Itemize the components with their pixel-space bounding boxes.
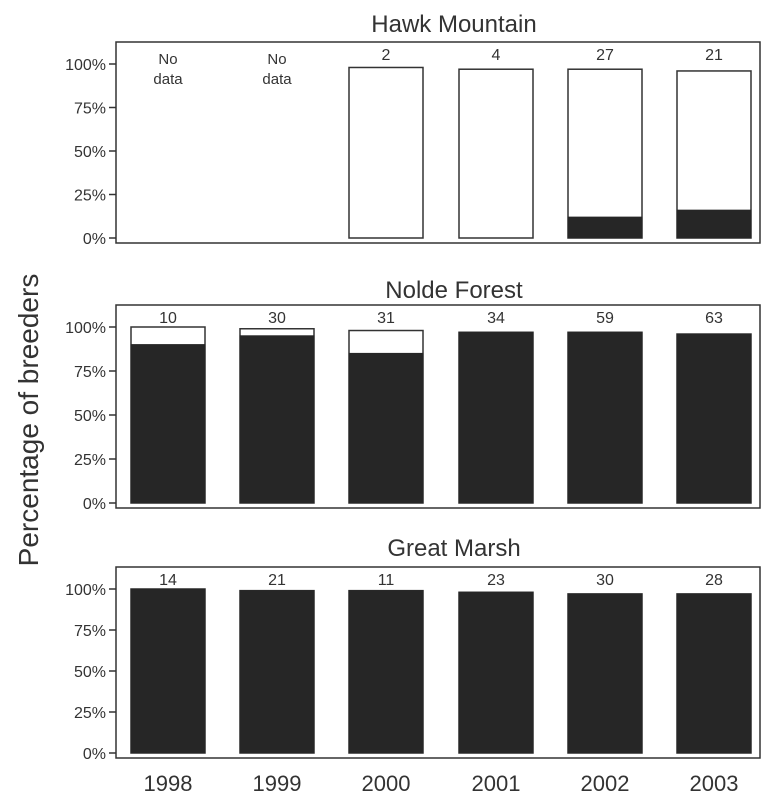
y-tick-label-hawk-mountain-1: 25% (74, 188, 106, 205)
bar-label-nolde-forest-2002: 59 (596, 310, 614, 327)
y-axis-label: Percentage of breeders (13, 274, 44, 567)
bar-label-great-marsh-2000: 11 (378, 572, 395, 589)
bar-dark-hawk-mountain-2003 (676, 209, 752, 239)
y-axis-label-container: Percentage of breeders (6, 0, 56, 802)
y-tick-label-nolde-forest-3: 75% (74, 364, 106, 381)
x-tick-label-1999: 1999 (253, 771, 302, 796)
panel-title-great-marsh: Great Marsh (387, 535, 520, 562)
bar-dark-great-marsh-2003 (676, 593, 752, 754)
y-tick-label-hawk-mountain-3: 75% (74, 101, 106, 118)
bar-label-hawk-mountain-1998-line2: data (153, 71, 183, 88)
bar-dark-nolde-forest-2000 (348, 352, 424, 504)
y-tick-label-nolde-forest-0: 0% (83, 496, 106, 513)
bar-label-great-marsh-1998: 14 (159, 572, 177, 589)
bar-dark-nolde-forest-2002 (567, 331, 643, 504)
y-tick-label-hawk-mountain-2: 50% (74, 144, 106, 161)
bar-total-hawk-mountain-2001 (458, 68, 534, 239)
bar-label-nolde-forest-2000: 31 (377, 310, 395, 327)
bar-total-hawk-mountain-2002 (567, 68, 643, 239)
bar-label-hawk-mountain-2000: 2 (382, 47, 391, 64)
bar-label-hawk-mountain-1999-line1: No (267, 51, 286, 68)
y-tick-label-great-marsh-1: 25% (74, 705, 106, 722)
y-tick-label-nolde-forest-2: 50% (74, 408, 106, 425)
bar-dark-nolde-forest-1999 (239, 335, 315, 504)
bar-label-nolde-forest-2001: 34 (487, 310, 505, 327)
bar-label-hawk-mountain-2002: 27 (596, 47, 614, 64)
bar-dark-hawk-mountain-2002 (567, 216, 643, 239)
bar-dark-great-marsh-2002 (567, 593, 643, 754)
y-tick-label-nolde-forest-4: 100% (65, 320, 106, 337)
bar-dark-great-marsh-2000 (348, 590, 424, 754)
bar-dark-great-marsh-1998 (130, 588, 206, 754)
y-axis-label-svg: Percentage of breeders (13, 274, 44, 567)
panel-frame-great-marsh (115, 566, 761, 759)
x-tick-label-2000: 2000 (362, 771, 411, 796)
bar-label-great-marsh-2002: 30 (596, 572, 614, 589)
bar-dark-nolde-forest-2001 (458, 331, 534, 504)
bar-label-nolde-forest-1998: 10 (159, 310, 177, 327)
bar-label-nolde-forest-1999: 30 (268, 310, 286, 327)
y-tick-label-great-marsh-3: 75% (74, 623, 106, 640)
x-tick-label-2002: 2002 (581, 771, 630, 796)
bar-label-hawk-mountain-1999-line2: data (262, 71, 292, 88)
bar-dark-great-marsh-1999 (239, 590, 315, 754)
bar-label-nolde-forest-2003: 63 (705, 310, 723, 327)
bar-label-hawk-mountain-2001: 4 (492, 47, 501, 64)
bar-label-hawk-mountain-1998-line1: No (158, 51, 177, 68)
bar-dark-nolde-forest-2003 (676, 333, 752, 504)
panel-frame-hawk-mountain (115, 41, 761, 244)
y-tick-label-great-marsh-0: 0% (83, 746, 106, 763)
bar-label-great-marsh-2001: 23 (487, 572, 505, 589)
x-tick-label-2003: 2003 (690, 771, 739, 796)
panel-title-hawk-mountain: Hawk Mountain (371, 11, 536, 38)
x-tick-label-2001: 2001 (472, 771, 521, 796)
y-tick-label-nolde-forest-1: 25% (74, 452, 106, 469)
x-tick-label-1998: 1998 (144, 771, 193, 796)
y-tick-label-hawk-mountain-0: 0% (83, 231, 106, 248)
bar-dark-great-marsh-2001 (458, 591, 534, 754)
bar-label-great-marsh-1999: 21 (268, 572, 286, 589)
y-tick-label-great-marsh-2: 50% (74, 664, 106, 681)
bar-label-hawk-mountain-2003: 21 (705, 47, 723, 64)
bar-total-hawk-mountain-2000 (348, 66, 424, 239)
bar-label-great-marsh-2003: 28 (705, 572, 723, 589)
bar-dark-nolde-forest-1998 (130, 344, 206, 504)
y-tick-label-great-marsh-4: 100% (65, 582, 106, 599)
y-tick-label-hawk-mountain-4: 100% (65, 57, 106, 74)
panel-title-nolde-forest: Nolde Forest (385, 277, 523, 304)
panel-frame-nolde-forest (115, 304, 761, 509)
